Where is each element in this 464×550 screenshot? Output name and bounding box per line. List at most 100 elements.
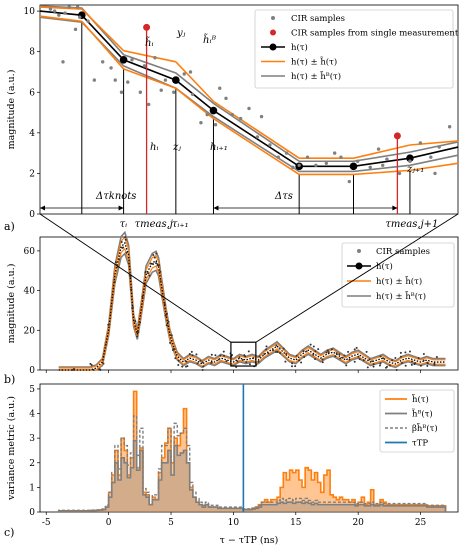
series-line-orange-lower [409, 162, 459, 172]
cir-sample-point [130, 58, 134, 62]
annotation-delta-tau-s: Δτs [274, 191, 293, 202]
legend-box-a [254, 9, 454, 89]
y-axis-label-a: magnitude (a.u.) [6, 70, 17, 150]
cir-sample-point-b [191, 354, 194, 357]
cir-sample-point [126, 80, 130, 84]
cir-sample-point-b [245, 361, 248, 364]
knot-point [349, 162, 358, 171]
cir-sample-point [324, 161, 329, 165]
y-tick-label-a: 4 [29, 129, 35, 139]
cir-sample-point-b [102, 362, 105, 365]
cir-sample-point-b [158, 264, 161, 267]
cir-sample-point-b [172, 348, 175, 351]
series-line-orange-lower [353, 169, 410, 176]
cir-sample-point [142, 64, 147, 68]
cir-sample-point [213, 123, 218, 127]
x-tick-label-c: -5 [42, 518, 51, 528]
series-line-orange-upper [353, 144, 411, 159]
cir-sample-point-b [422, 359, 425, 362]
cir-sample-point [190, 92, 195, 96]
y-tick-label-b: 0 [29, 366, 35, 376]
cir-sample-point-b [190, 350, 193, 353]
cir-sample-point [205, 112, 209, 117]
cir-sample-point-b [201, 369, 204, 371]
cir-sample-point-b [321, 358, 324, 361]
cir-sample-point-b [422, 352, 425, 355]
legend-label-c: h̃(τ) [411, 393, 428, 405]
cir-sample-point [437, 145, 441, 149]
cir-sample-point-b [379, 362, 382, 365]
cir-sample-point-b [247, 350, 250, 353]
cir-sample-point-b [362, 359, 365, 362]
cir-sample-point [297, 163, 301, 168]
cir-sample-point-b [152, 254, 155, 257]
y-tick-label-a: 8 [29, 48, 35, 58]
cir-sample-point-b [121, 246, 124, 249]
cir-sample-point-b [414, 362, 417, 365]
cir-sample-point-b [419, 364, 422, 367]
cir-sample-point-b [129, 275, 132, 278]
cir-sample-point-b [159, 280, 162, 283]
cir-sample-point-b [127, 262, 130, 265]
cir-sample-point-b [241, 358, 244, 361]
cir-sample-point-b [159, 270, 162, 273]
cir-sample-point [113, 78, 117, 82]
cir-sample-point-b [139, 321, 142, 324]
y-tick-label-a: 0 [29, 210, 35, 220]
y-tick-label-a: 10 [24, 7, 36, 17]
y-tick-label-c: 4 [29, 410, 35, 420]
x-tick-label-c: 25 [415, 518, 427, 528]
cir-sample-point-b [149, 262, 152, 265]
cir-sample-point-b [167, 320, 170, 323]
legend-label-a: h(τ) ± h̃(τ) [291, 56, 337, 68]
interval-arrow-knots-head-left [40, 205, 45, 211]
cir-sample-point-b [238, 356, 241, 359]
annotation-z-j1: zⱼ₊₁ [406, 164, 424, 175]
x-tick-label-c: 0 [106, 518, 112, 528]
cir-sample-point [163, 78, 168, 82]
cir-sample-point [276, 155, 280, 159]
cir-sample-point-b [196, 362, 199, 365]
cir-sample-point-b [258, 355, 261, 358]
cir-sample-point-b [294, 365, 297, 368]
x-tick-label-c: 20 [352, 518, 364, 528]
cir-sample-point-b [334, 355, 337, 358]
legend-label-b: CIR samples [376, 247, 430, 257]
cir-sample-point-b [285, 353, 288, 356]
series-line-orange-upper [175, 61, 215, 102]
cir-sample-point-b [330, 348, 333, 351]
cir-sample-point-b [366, 366, 369, 369]
cir-sample-point-b [348, 358, 351, 361]
cir-sample-point-b [317, 348, 320, 351]
annotation-delta-tau-knots: Δτknots [95, 191, 136, 202]
cir-sample-point-b [378, 364, 381, 367]
cir-sample-point-b [201, 361, 204, 364]
cir-sample-point-b [278, 347, 281, 350]
annotation-z-j: zⱼ [172, 142, 181, 153]
y-tick-label-b: 60 [24, 247, 36, 257]
knot-point [209, 106, 218, 115]
cir-sample-point [259, 114, 264, 119]
zoom-connector-lines [39, 213, 459, 343]
cir-sample-point-b [134, 320, 137, 323]
panel-b: 0 20 40 60 magnitude (a.u.) CIR samples h(τ) h(… [6, 230, 459, 376]
cir-sample-point-b [312, 353, 315, 356]
x-tick-label-c: 5 [168, 518, 174, 528]
cir-sample-point-b [153, 256, 156, 259]
cir-sample-point-b [335, 352, 338, 355]
cir-sample-point [376, 147, 381, 151]
cir-sample-point [101, 60, 105, 64]
cir-sample-point-b [298, 359, 301, 362]
cir-sample-point-b [120, 240, 123, 243]
cir-sample-point-b [108, 323, 111, 326]
cir-sample-point [385, 157, 389, 161]
series-line-orange-upper [39, 6, 82, 10]
x-axis-label-c: τ − τTP (ns) [220, 535, 279, 546]
cir-sample-point-b [210, 361, 213, 364]
cir-sample-point-b [174, 357, 177, 360]
cir-sample-point-b [244, 355, 247, 358]
y-tick-label-c: 1 [29, 483, 35, 493]
single-measurement-point [143, 23, 151, 31]
y-tick-label-c: 2 [29, 459, 35, 469]
cir-sample-point-b [71, 368, 74, 371]
